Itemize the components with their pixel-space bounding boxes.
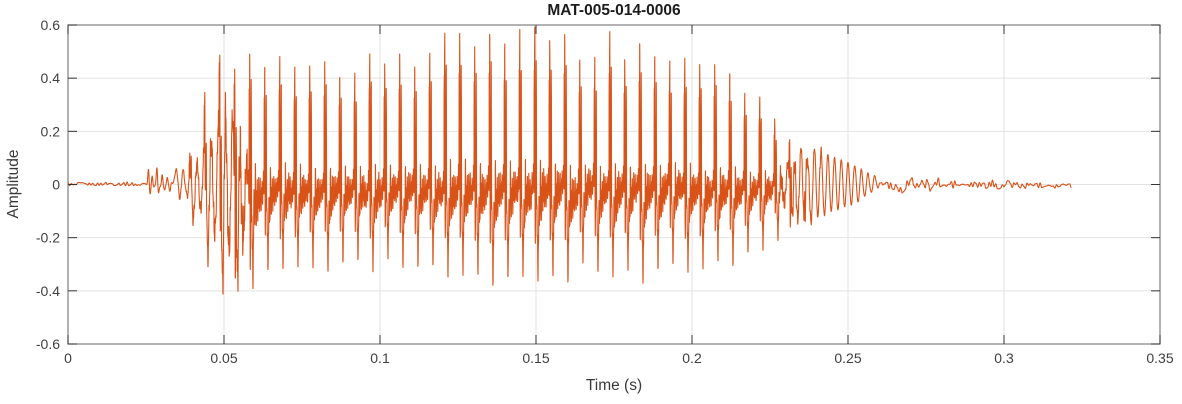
x-tick-label: 0.15 xyxy=(522,350,549,366)
x-tick-label: 0.3 xyxy=(994,350,1014,366)
y-tick-label: 0.4 xyxy=(41,70,61,86)
y-tick-label: 0.2 xyxy=(41,123,61,139)
waveform-line xyxy=(67,26,1072,295)
x-tick-label: 0.05 xyxy=(210,350,237,366)
x-axis-label: Time (s) xyxy=(585,377,643,394)
y-tick-label: 0.6 xyxy=(41,17,61,33)
y-tick-label: -0.2 xyxy=(36,230,60,246)
x-tick-label: 0.1 xyxy=(370,350,390,366)
x-tick-label: 0.25 xyxy=(834,350,861,366)
chart-title: MAT-005-014-0006 xyxy=(547,2,681,19)
y-tick-label: -0.4 xyxy=(36,283,60,299)
x-tick-label: 0.35 xyxy=(1146,350,1173,366)
y-tick-label: -0.6 xyxy=(36,336,60,352)
x-tick-label: 0 xyxy=(64,350,72,366)
y-axis-label: Amplitude xyxy=(5,149,22,219)
x-tick-label: 0.2 xyxy=(682,350,702,366)
y-tick-label: 0 xyxy=(52,177,60,193)
